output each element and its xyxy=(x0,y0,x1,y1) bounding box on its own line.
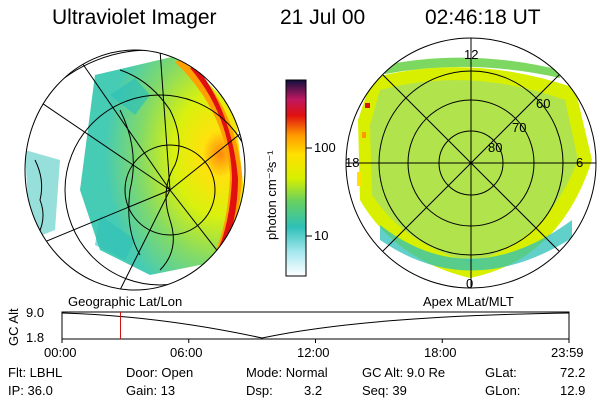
right-panel-caption: Apex MLat/MLT xyxy=(423,294,514,309)
door-label: Door: Open xyxy=(126,365,194,380)
geographic-image xyxy=(24,49,246,291)
glat-value: 72.2 xyxy=(560,365,586,380)
glat-label: GLat: xyxy=(485,365,517,380)
gain-label: Gain: 13 xyxy=(126,383,176,398)
time-label: 02:46:18 UT xyxy=(425,6,541,29)
glon-value: 12.9 xyxy=(560,383,586,398)
colorbar xyxy=(285,79,312,277)
mlat-label-70: 70 xyxy=(512,120,527,135)
altitude-ybottom: 1.8 xyxy=(26,330,45,345)
glon-label: GLon: xyxy=(485,383,521,398)
altitude-ylabel: GC Alt xyxy=(6,308,21,346)
mode-label: Mode: Normal xyxy=(246,365,328,380)
dsp-label: Dsp: xyxy=(246,383,273,398)
xtick-0600: 06:00 xyxy=(170,345,203,360)
mlt-label-0: 0 xyxy=(466,276,474,291)
xtick-2359: 23:59 xyxy=(551,345,584,360)
ip-label: IP: 36.0 xyxy=(8,383,53,398)
dsp-value: 3.2 xyxy=(304,383,323,398)
altitude-ytop: 9.0 xyxy=(26,305,45,320)
left-panel-caption: Geographic Lat/Lon xyxy=(68,294,183,309)
mlt-label-6: 6 xyxy=(576,155,584,170)
colorbar-tick-100: 100 xyxy=(314,140,336,155)
xtick-1800: 18:00 xyxy=(424,345,457,360)
xtick-0000: 00:00 xyxy=(44,345,77,360)
altitude-plot xyxy=(61,311,570,343)
date-label: 21 Jul 00 xyxy=(280,6,366,29)
xtick-1200: 12:00 xyxy=(297,345,330,360)
gcalt-label: GC Alt: 9.0 Re xyxy=(362,365,446,380)
mlat-label-60: 60 xyxy=(536,96,551,111)
mlat-label-80: 80 xyxy=(488,140,503,155)
polar-plot xyxy=(345,37,597,289)
mlt-label-12: 12 xyxy=(464,47,479,62)
app-title: Ultraviolet Imager xyxy=(52,6,217,29)
mlt-label-18: 18 xyxy=(345,155,360,170)
flt-label: Flt: LBHL xyxy=(8,365,63,380)
seq-label: Seq: 39 xyxy=(362,383,407,398)
colorbar-unit-label: photon cm⁻²s⁻¹ xyxy=(264,150,279,240)
colorbar-tick-10: 10 xyxy=(314,228,329,243)
